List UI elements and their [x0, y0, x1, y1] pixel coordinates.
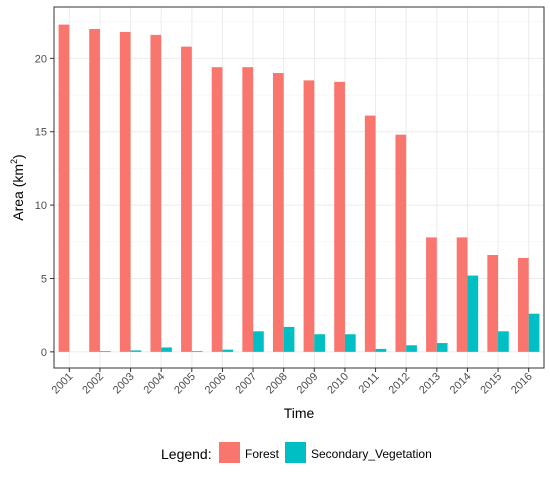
y-axis: 0 5 10 15 20 [35, 53, 54, 359]
bar-secondary-vegetation-2002 [99, 351, 111, 352]
y-tick-label: 5 [41, 273, 47, 285]
bar-forest-2002 [89, 29, 100, 352]
bar-forest-2001 [58, 24, 70, 352]
bar-forest-2006 [211, 67, 223, 352]
bar-secondary-vegetation-2005 [191, 351, 203, 352]
legend-key-forest [219, 442, 240, 463]
legend-title: Legend: [161, 446, 212, 462]
bar-secondary-vegetation-2013 [436, 343, 448, 352]
legend-label-secondary-vegetation: Secondary_Vegetation [311, 447, 432, 461]
x-axis: 2001 2002 2003 2004 2005 2006 2007 2008 2009 2010… [50, 368, 535, 396]
bar-forest-2012 [395, 134, 407, 352]
y-tick-label: 20 [35, 53, 47, 65]
bar-forest-2014 [456, 237, 468, 352]
legend: Legend: Forest Secondary_Vegetation [161, 442, 432, 463]
x-tick-label: 2014 [448, 371, 474, 397]
bar-forest-2015 [487, 255, 499, 352]
bars [58, 24, 540, 352]
bar-secondary-vegetation-2007 [253, 331, 264, 352]
bar-forest-2010 [334, 81, 345, 352]
legend-key-secondary-vegetation [285, 442, 306, 463]
x-tick-label: 2015 [478, 371, 504, 397]
x-tick-label: 2007 [233, 371, 259, 397]
x-tick-label: 2004 [142, 371, 168, 397]
x-tick-label: 2012 [387, 371, 413, 397]
y-tick-label: 0 [41, 347, 47, 359]
x-tick-label: 2008 [264, 371, 290, 397]
bar-secondary-vegetation-2012 [406, 345, 417, 352]
x-tick-label: 2006 [203, 371, 229, 397]
y-tick-label: 10 [35, 200, 47, 212]
bar-secondary-vegetation-2016 [528, 313, 540, 352]
x-tick-label: 2016 [509, 371, 535, 397]
bar-forest-2008 [272, 73, 284, 352]
bar-forest-2016 [517, 257, 529, 352]
bar-secondary-vegetation-2009 [314, 334, 326, 352]
bar-secondary-vegetation-2010 [344, 334, 356, 352]
x-tick-label: 2013 [417, 371, 443, 397]
x-tick-label: 2005 [172, 371, 198, 397]
x-tick-label: 2001 [50, 371, 76, 397]
bar-secondary-vegetation-2014 [467, 275, 479, 352]
bar-forest-2004 [150, 34, 162, 352]
bar-secondary-vegetation-2003 [130, 350, 142, 352]
bar-secondary-vegetation-2011 [375, 348, 387, 352]
x-tick-label: 2002 [80, 371, 106, 397]
bar-forest-2011 [364, 115, 376, 352]
x-tick-label: 2003 [111, 371, 137, 397]
x-tick-label: 2010 [325, 371, 351, 397]
bar-secondary-vegetation-2015 [498, 331, 509, 352]
panel-border [53, 6, 545, 369]
bar-secondary-vegetation-2008 [283, 326, 295, 352]
x-axis-title: Time [284, 405, 315, 421]
x-tick-label: 2011 [356, 371, 381, 396]
bar-forest-2009 [303, 80, 315, 352]
x-tick-label: 2009 [295, 371, 321, 397]
bar-forest-2003 [119, 31, 131, 352]
bar-forest-2007 [242, 67, 254, 352]
bar-forest-2013 [426, 237, 437, 352]
bar-secondary-vegetation-2004 [161, 347, 172, 352]
y-tick-label: 15 [35, 127, 47, 139]
bar-forest-2005 [181, 46, 192, 352]
y-axis-title: Area (km2) [9, 154, 26, 220]
bar-secondary-vegetation-2006 [222, 349, 234, 352]
legend-label-forest: Forest [245, 447, 280, 461]
